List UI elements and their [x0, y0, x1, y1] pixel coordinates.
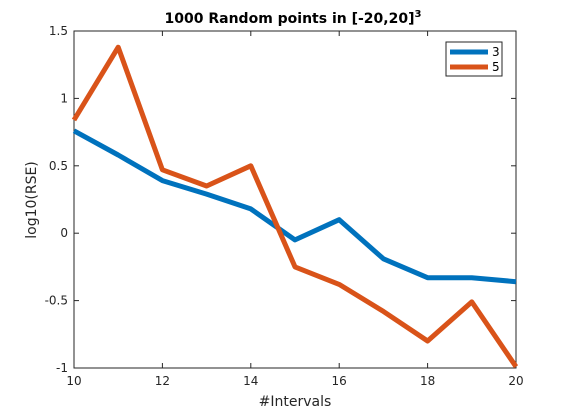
y-tick-label: -0.5 [45, 294, 68, 308]
chart-title: 1000 Random points in [-20,20]3 [165, 9, 422, 27]
x-tick-label: 12 [155, 374, 170, 388]
x-tick-label: 16 [332, 374, 347, 388]
y-tick-label: 0 [60, 226, 68, 240]
x-tick-label: 10 [66, 374, 81, 388]
series-line-3 [72, 128, 517, 285]
x-axis-label: #Intervals [259, 394, 332, 410]
plot-frame [73, 30, 517, 369]
x-tick-label: 20 [508, 374, 523, 388]
y-axis-label: log10(RSE) [24, 161, 40, 239]
y-tick-label: -1 [56, 361, 68, 375]
chart-title-superscript: 3 [415, 9, 422, 20]
y-tick-label: 1.5 [49, 24, 68, 38]
x-tick-label: 18 [420, 374, 435, 388]
legend-label-3: 3 [492, 45, 500, 59]
y-tick-label: 1 [60, 91, 68, 105]
chart-title-main: 1000 Random points in [-20,20] [165, 11, 415, 27]
legend-box [445, 41, 503, 77]
legend-label-5: 5 [492, 60, 500, 74]
series-line-5 [71, 44, 519, 369]
x-tick-label: 14 [243, 374, 258, 388]
y-tick-label: 0.5 [49, 159, 68, 173]
plot-area: 10 12 14 16 18 20 -1 -0.5 0 0.5 1 1.5 35 [45, 24, 524, 388]
